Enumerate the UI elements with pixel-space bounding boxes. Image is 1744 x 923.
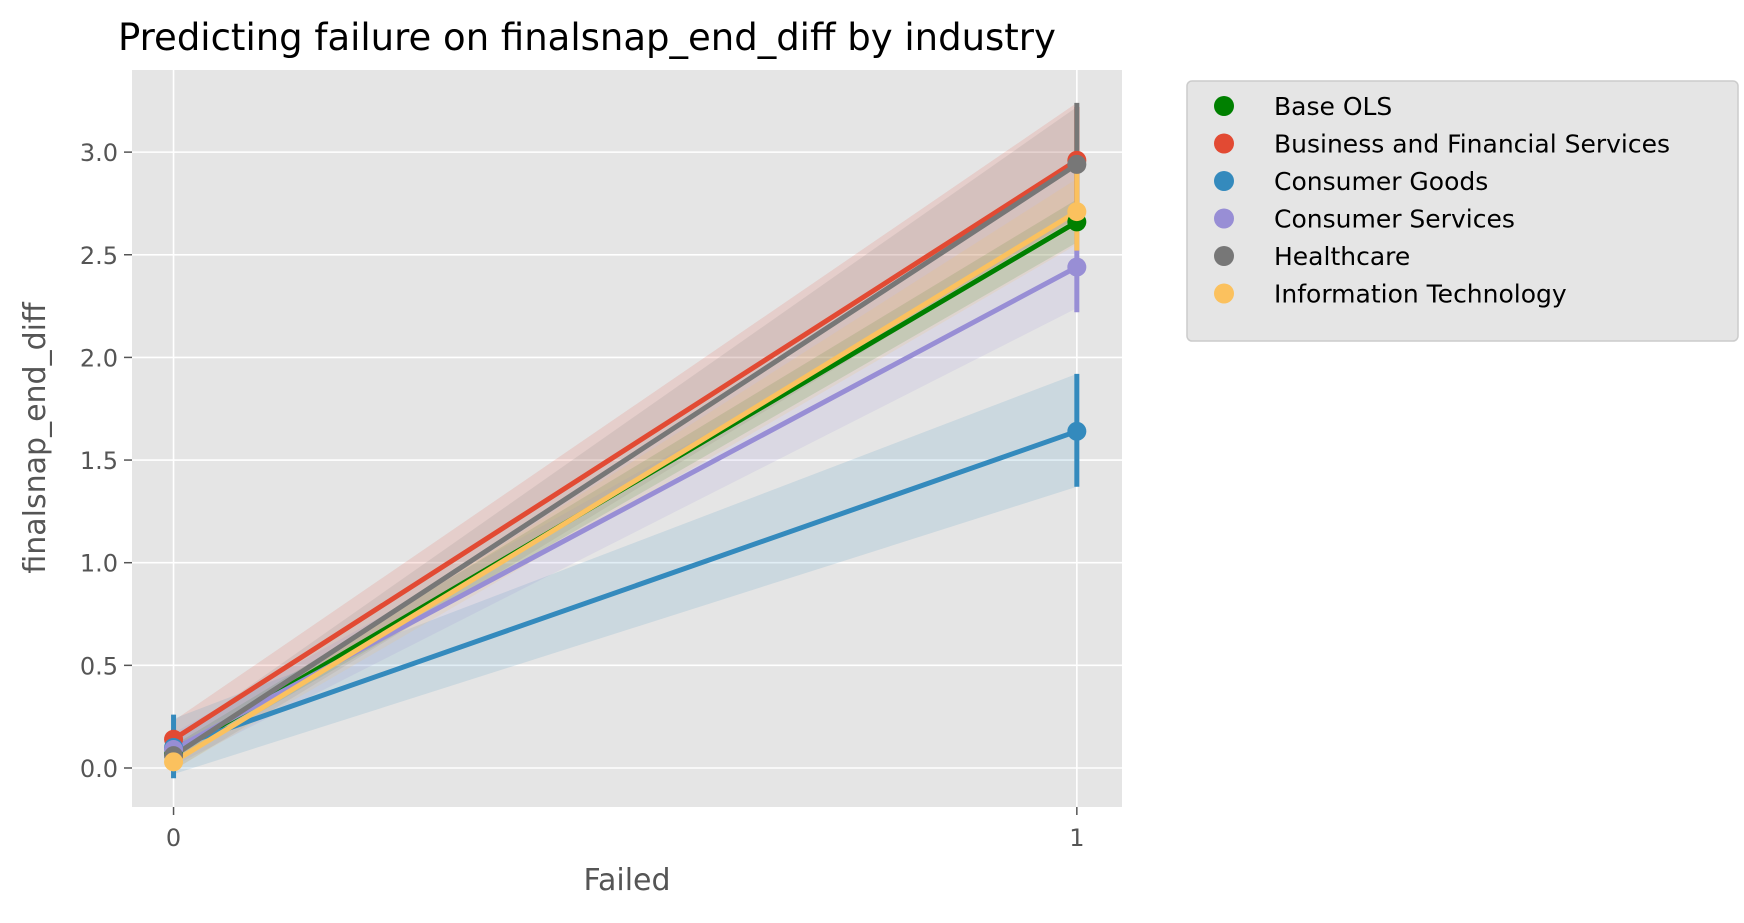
y-tick-label: 2.5	[80, 242, 118, 270]
legend: Base OLS Business and Financial Services C…	[1186, 80, 1739, 342]
legend-marker-information-technology	[1214, 283, 1234, 304]
legend-marker-business-and-financial-services	[1214, 133, 1234, 154]
mean-points	[164, 150, 1087, 772]
line-healthcare	[171, 161, 1080, 759]
legend-label-consumer-goods: Consumer Goods	[1274, 167, 1488, 196]
ci-band-healthcare	[173, 106, 1077, 771]
y-tick-label: 0.0	[80, 755, 118, 783]
legend-label-consumer-services: Consumer Services	[1274, 205, 1515, 234]
point-consumer-goods	[1067, 421, 1087, 441]
legend-label-healthcare: Healthcare	[1274, 242, 1410, 271]
ci-band-consumer-goods	[173, 373, 1077, 775]
y-axis-label: finalsnap_end_diff	[18, 301, 53, 574]
x-tick-label: 1	[1069, 824, 1084, 852]
legend-label-base-ols: Base OLS	[1274, 92, 1392, 121]
line-business-and-financial-services	[171, 157, 1080, 742]
legend-marker-consumer-goods	[1214, 171, 1234, 191]
legend-marker-base-ols	[1214, 96, 1234, 116]
axis-ticks: 0.0 0.5 1.0 1.5 2.0 2.5 3.0 0 1	[80, 139, 1085, 852]
point-consumer-services	[1067, 257, 1087, 277]
legend-frame	[1186, 80, 1739, 342]
line-consumer-goods	[171, 428, 1080, 750]
regression-lines	[171, 157, 1080, 765]
x-axis-label: Failed	[583, 863, 670, 898]
point-information-technology	[1067, 202, 1087, 222]
legend-marker-healthcare	[1214, 246, 1234, 266]
chart-title: Predicting failure on finalsnap_end_diff…	[118, 16, 1056, 59]
point-information-technology	[164, 752, 184, 772]
point-healthcare	[1067, 154, 1087, 174]
y-tick-label: 2.0	[80, 344, 118, 372]
x-tick-label: 0	[166, 824, 181, 852]
y-tick-label: 1.5	[80, 447, 118, 475]
y-tick-label: 0.5	[80, 652, 118, 680]
y-tick-label: 3.0	[80, 139, 118, 167]
legend-label-information-technology: Information Technology	[1274, 280, 1567, 309]
y-tick-label: 1.0	[80, 550, 118, 578]
legend-marker-consumer-services	[1214, 208, 1234, 229]
line-information-technology	[171, 209, 1080, 765]
legend-label-business-and-financial-services: Business and Financial Services	[1274, 130, 1670, 159]
